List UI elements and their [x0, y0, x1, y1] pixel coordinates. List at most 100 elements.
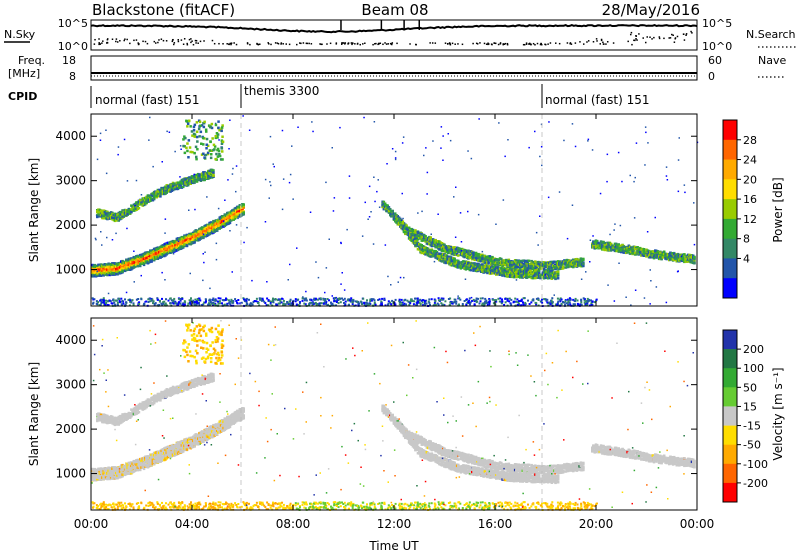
scatter-cell [404, 231, 407, 234]
scatter-cell [544, 264, 547, 268]
scatter-cell [161, 245, 165, 249]
nsearch-point [154, 42, 157, 44]
scatter-cell [210, 230, 214, 233]
scatter-cell [96, 267, 99, 270]
scatter-cell [131, 207, 134, 210]
scatter-cell [495, 258, 498, 262]
scatter-cell [440, 256, 444, 259]
scatter-cell [578, 264, 581, 267]
scatter-cell [555, 261, 559, 265]
scatter-cell [548, 261, 551, 265]
scatter-cell [91, 271, 94, 274]
scatter-cell [117, 265, 120, 268]
scatter-cell [406, 229, 410, 232]
scatter-cell [434, 256, 437, 259]
scatter-cell [387, 211, 391, 214]
scatter-cell [194, 178, 197, 182]
scatter-cell [151, 256, 155, 260]
scatter-cell [463, 250, 466, 253]
scatter-cell [218, 224, 221, 228]
scatter-cell [185, 180, 189, 183]
scatter-cell [471, 256, 474, 259]
scatter-cell [561, 265, 565, 268]
scatter-cell [151, 198, 155, 202]
scatter-cell [503, 264, 507, 267]
freq-nave-panel: Freq. [MHz] 18 8 60 0 Nave [8, 54, 786, 83]
scatter-cell [558, 263, 561, 266]
scatter-cell [160, 187, 163, 190]
scatter-cell [495, 264, 498, 267]
scatter-cell [104, 212, 108, 215]
scatter-cell [411, 236, 415, 239]
scatter-cell [467, 255, 470, 259]
scatter-cell [204, 173, 208, 177]
nsearch-point [106, 38, 109, 40]
scatter-cell [217, 227, 220, 230]
scatter-cell [515, 262, 518, 266]
scatter-cell [569, 264, 572, 267]
nsearch-point [285, 43, 288, 45]
scatter-cell [428, 238, 431, 241]
nsearch-point [186, 43, 189, 46]
scatter-cell [397, 222, 401, 225]
scatter-cell [96, 210, 99, 213]
scatter-cell [436, 257, 440, 260]
scatter-cell [120, 213, 123, 216]
scatter-cell [406, 232, 410, 235]
scatter-cell [194, 238, 197, 242]
scatter-cell [231, 210, 234, 214]
scatter-cell [176, 237, 180, 241]
scatter-cell [238, 215, 242, 218]
scatter-cell [97, 214, 100, 218]
scatter-cell [558, 265, 561, 269]
scatter-cell [135, 201, 138, 204]
scatter-cell [212, 219, 215, 223]
scatter-cell [184, 241, 187, 244]
scatter-cell [207, 233, 210, 237]
scatter-cell [184, 236, 187, 239]
scatter-cell [155, 194, 158, 198]
scatter-cell [97, 269, 100, 273]
scatter-cell [178, 184, 181, 187]
scatter-cell [565, 261, 569, 264]
scatter-cell [115, 268, 118, 272]
scatter-cell [97, 213, 100, 216]
scatter-cell [181, 241, 185, 245]
nsearch-point [98, 38, 100, 40]
scatter-cell [192, 231, 195, 235]
scatter-cell [125, 262, 128, 265]
scatter-cell [531, 264, 535, 267]
scatter-cell [483, 255, 487, 258]
scatter-cell [436, 240, 440, 243]
scatter-cell [145, 195, 148, 199]
scatter-cell [188, 234, 191, 237]
scatter-cell [474, 251, 478, 255]
nsearch-point [246, 42, 249, 44]
scatter-cell [424, 249, 427, 252]
nsearch-point [277, 43, 280, 45]
scatter-cell [460, 247, 464, 251]
scatter-cell [531, 261, 535, 264]
scatter-cell [121, 261, 124, 265]
scatter-cell [194, 229, 197, 233]
nsearch-point [451, 42, 454, 45]
scatter-cell [228, 219, 232, 222]
scatter-cell [525, 259, 528, 263]
scatter-cell [176, 242, 180, 246]
scatter-cell [579, 260, 583, 263]
scatter-cell [487, 255, 490, 258]
scatter-cell [529, 265, 532, 268]
scatter-cell [144, 200, 147, 204]
scatter-cell [537, 260, 541, 264]
scatter-cell [101, 214, 104, 217]
scatter-cell [197, 173, 200, 176]
scatter-cell [141, 197, 144, 200]
scatter-cell [147, 260, 151, 263]
scatter-cell [420, 246, 423, 250]
scatter-cell [111, 262, 114, 265]
scatter-cell [107, 265, 110, 269]
scatter-cell [569, 260, 572, 264]
nsearch-point [180, 39, 183, 41]
nsearch-point [429, 42, 431, 44]
scatter-cell [505, 263, 508, 267]
